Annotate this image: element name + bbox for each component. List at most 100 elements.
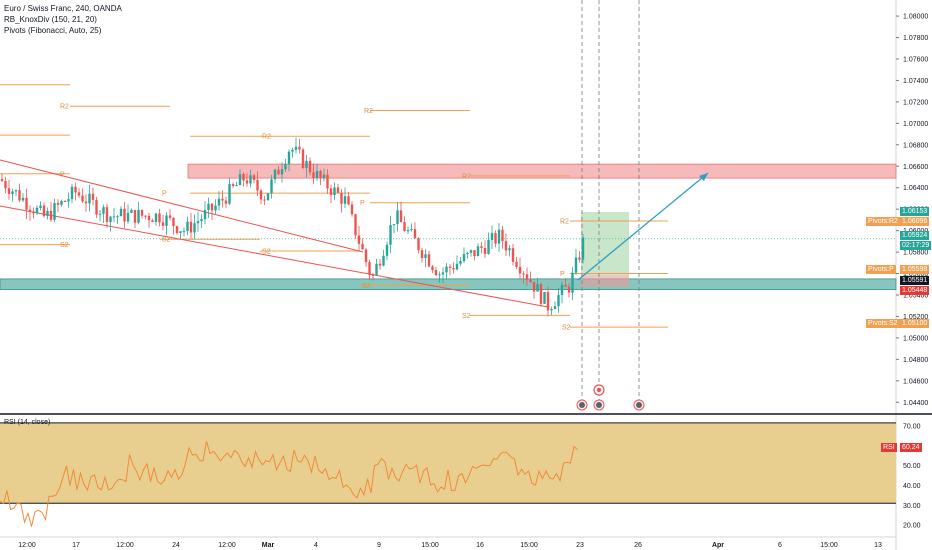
price-tick-label: 1.07400 (903, 78, 928, 85)
candle-body (343, 196, 347, 204)
candle-body (438, 274, 441, 276)
secondary-price-tag: 1.05591 (900, 276, 930, 285)
candle-body (546, 292, 550, 311)
candle-body (371, 274, 375, 276)
pivot-label: S2 (262, 249, 271, 256)
candle-body (14, 190, 18, 192)
candle-body (63, 200, 67, 202)
candle-body (67, 199, 70, 202)
time-tick-label: Apr (712, 542, 724, 549)
candle-body (140, 209, 144, 216)
candle-body (399, 210, 403, 223)
candle-body (144, 215, 147, 217)
price-tick-label: 1.06400 (903, 185, 928, 192)
candle-body (567, 286, 571, 293)
candle-body (133, 209, 137, 223)
candle-body (112, 216, 116, 218)
candle-body (382, 255, 385, 266)
candle-body (84, 201, 88, 204)
candle-body (574, 257, 578, 273)
position-stop-zone (581, 275, 629, 287)
price-tick-label: 1.07800 (903, 35, 928, 42)
pivot-label: P (162, 191, 167, 198)
symbol-legend[interactable]: Euro / Swiss Franc, 240, OANDA (4, 4, 122, 13)
rsi-legend[interactable]: RSI (14, close) (4, 419, 51, 426)
low-price-tag: 1.05448 (900, 286, 930, 295)
time-tick-label: 26 (634, 542, 642, 549)
high-price-tag: 1.06153 (900, 207, 930, 216)
candle-body (98, 213, 102, 215)
candle-body (308, 160, 312, 173)
candle-body (434, 270, 438, 276)
event-marker-dot (636, 402, 642, 408)
candle-body (196, 221, 200, 224)
candle-body (364, 249, 368, 263)
candle-body (210, 203, 214, 211)
candle-body (455, 263, 459, 270)
projection-arrow (577, 172, 709, 281)
candle-body (368, 262, 371, 275)
candle-body (280, 169, 284, 175)
candle-body (515, 261, 518, 267)
candle-body (77, 192, 81, 196)
price-tick-label: 1.04800 (903, 357, 928, 364)
price-tick-label: 1.06600 (903, 164, 928, 171)
price-tick-label: 1.05000 (903, 335, 928, 342)
candle-body (564, 285, 567, 287)
pivot-label: R2 (364, 108, 373, 115)
price-tick-label: 1.08000 (903, 14, 928, 21)
candle-body (504, 241, 508, 251)
candle-body (522, 273, 525, 275)
time-tick-label: 12:00 (218, 542, 236, 549)
candle-body (49, 210, 53, 220)
pivot-s2-tag-label: Pivots:S2 (866, 319, 900, 328)
pivot-label: S2 (60, 242, 69, 249)
candle-body (193, 223, 196, 233)
candle-body (161, 222, 165, 226)
candle-body (165, 215, 168, 226)
event-marker-dot (596, 402, 602, 408)
projection-arrow-head (699, 173, 708, 181)
trend-line-upper (0, 159, 364, 253)
time-tick-label: 12:00 (116, 542, 134, 549)
time-tick-label: 24 (172, 542, 180, 549)
candle-body (441, 272, 445, 275)
candle-body (581, 237, 585, 260)
rsi-band (0, 422, 896, 504)
candle-body (53, 203, 56, 220)
candle-body (350, 204, 354, 215)
pivot-label: P (560, 271, 565, 278)
candle-body (172, 217, 175, 227)
indicator-legend-pivots[interactable]: Pivots (Fibonacci, Auto, 25) (4, 26, 102, 35)
candle-body (203, 209, 207, 220)
candle-body (361, 243, 364, 250)
price-tick-label: 1.07200 (903, 99, 928, 106)
candle-body (263, 199, 266, 201)
candle-body (249, 175, 252, 184)
candle-body (102, 207, 105, 214)
candle-body (109, 216, 112, 223)
candle-body (518, 266, 522, 274)
candle-body (126, 212, 130, 222)
candle-body (130, 209, 133, 213)
candle-body (273, 169, 277, 180)
candle-body (445, 266, 448, 273)
candle-body (105, 207, 109, 223)
candle-body (560, 285, 564, 295)
candle-body (70, 186, 74, 200)
pivot-p-tag-label: Pivots:P (866, 265, 896, 274)
time-tick-label: 4 (314, 542, 318, 549)
candle-body (168, 215, 172, 218)
position-target-zone (581, 212, 629, 275)
time-tick-label: 6 (778, 542, 782, 549)
candle-body (186, 221, 189, 232)
candle-body (298, 146, 301, 150)
candle-body (378, 263, 382, 266)
candle-body (228, 184, 231, 204)
candle-body (420, 250, 424, 258)
candle-body (221, 198, 224, 201)
candle-body (389, 225, 392, 245)
indicator-legend-knoxdiv[interactable]: RB_KnoxDiv (150, 21, 20) (4, 15, 97, 24)
